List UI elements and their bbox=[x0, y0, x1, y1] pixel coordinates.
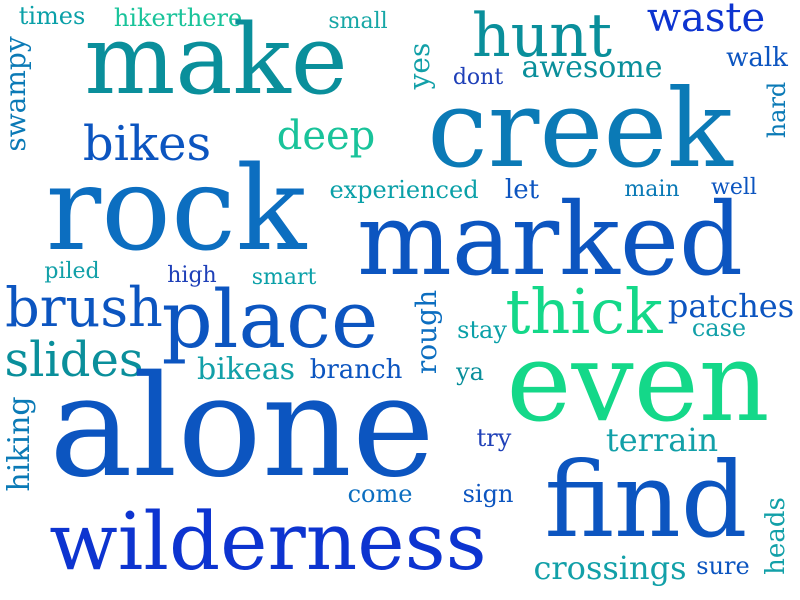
word: sign bbox=[462, 480, 514, 508]
word: experienced bbox=[329, 176, 479, 204]
word: high bbox=[167, 263, 217, 288]
word: smart bbox=[251, 265, 317, 290]
word: deep bbox=[276, 113, 376, 159]
word: marked bbox=[356, 181, 744, 298]
word: times bbox=[18, 2, 86, 30]
word: well bbox=[711, 175, 757, 200]
word: case bbox=[691, 314, 747, 342]
word: hard bbox=[763, 81, 791, 139]
word: terrain bbox=[605, 421, 719, 459]
word: awesome bbox=[521, 50, 663, 85]
word: come bbox=[347, 480, 413, 508]
word: hikerthere bbox=[113, 4, 243, 32]
word: walk bbox=[726, 43, 788, 73]
word: find bbox=[544, 439, 748, 561]
word: main bbox=[624, 177, 680, 202]
word: let bbox=[504, 175, 540, 205]
word: bikes bbox=[82, 116, 212, 172]
word: ya bbox=[456, 358, 484, 386]
word: sure bbox=[696, 552, 750, 580]
word: bikeas bbox=[196, 352, 296, 387]
word: dont bbox=[452, 65, 504, 90]
word: crossings bbox=[533, 549, 687, 587]
word: hiking bbox=[2, 396, 37, 492]
word: rock bbox=[45, 142, 307, 277]
word: brush bbox=[5, 276, 163, 339]
word: swampy bbox=[0, 36, 32, 152]
word: waste bbox=[646, 0, 766, 41]
word: try bbox=[476, 424, 512, 452]
word: patches bbox=[667, 287, 795, 325]
word: thick bbox=[505, 275, 663, 348]
word: slides bbox=[4, 332, 144, 388]
word: piled bbox=[44, 259, 100, 284]
word: even bbox=[506, 318, 770, 446]
word: heads bbox=[761, 497, 791, 575]
word: wilderness bbox=[49, 495, 487, 588]
word: alone bbox=[49, 346, 435, 509]
word: hunt bbox=[471, 1, 613, 71]
word: branch bbox=[309, 355, 403, 385]
word: stay bbox=[457, 316, 507, 344]
word: make bbox=[84, 4, 348, 116]
word: small bbox=[328, 9, 388, 34]
word: place bbox=[161, 273, 379, 366]
word: creek bbox=[427, 67, 733, 192]
